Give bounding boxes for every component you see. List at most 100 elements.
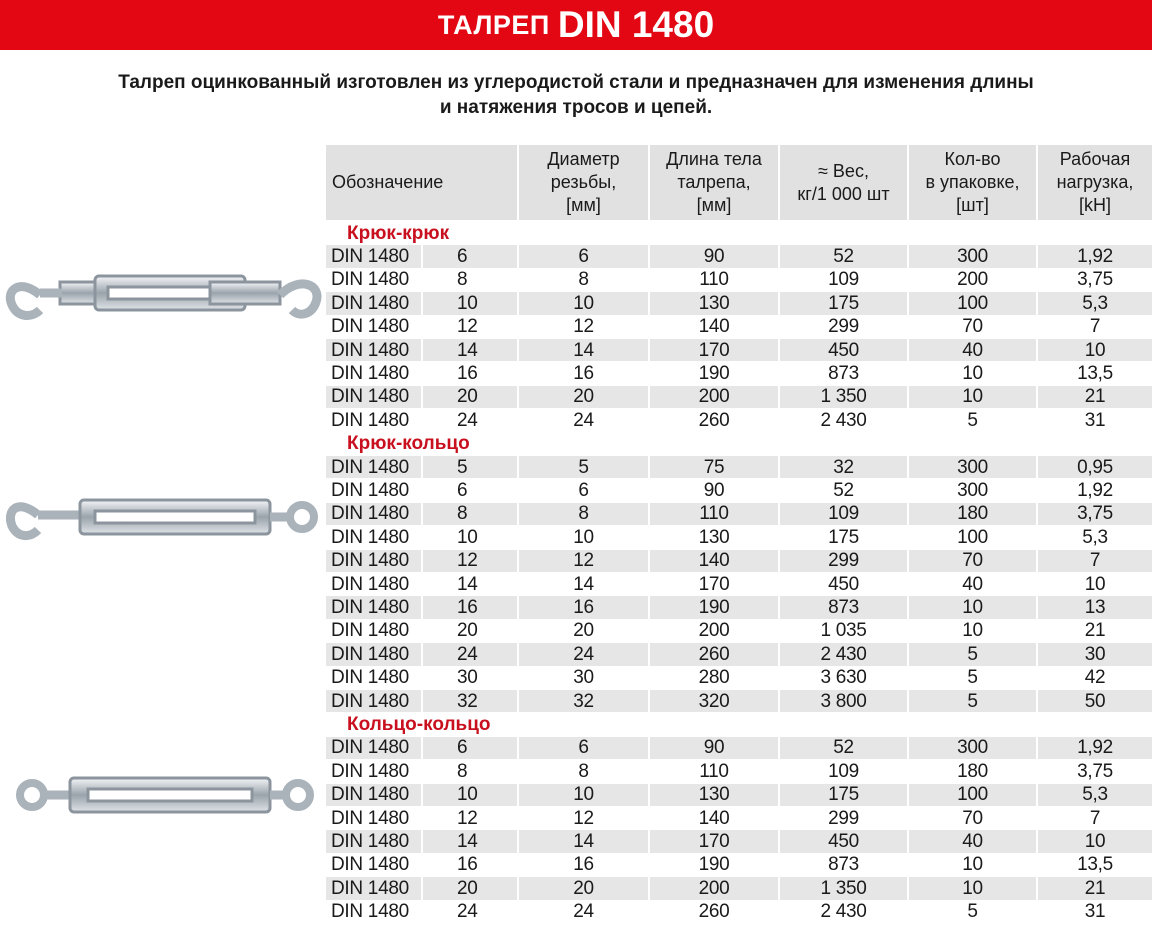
column-header: ≈ Вес, bbox=[818, 160, 869, 181]
table-cell: 50 bbox=[1084, 690, 1106, 712]
row-bg bbox=[326, 830, 421, 853]
column-header: в упаковке, bbox=[925, 172, 1020, 192]
row-bg bbox=[909, 596, 1036, 619]
table-cell: 31 bbox=[1084, 409, 1106, 431]
table-cell: 8 bbox=[457, 503, 468, 525]
table-cell: 16 bbox=[457, 854, 478, 876]
header-cell-bg bbox=[326, 145, 517, 220]
table-cell: 16 bbox=[457, 596, 478, 618]
row-bg bbox=[780, 456, 907, 479]
row-bg bbox=[780, 690, 907, 713]
table-cell: DIN 1480 bbox=[331, 830, 409, 852]
table-cell: 3,75 bbox=[1077, 760, 1113, 782]
row-bg bbox=[650, 385, 778, 409]
table-cell: 180 bbox=[957, 503, 988, 525]
table-cell: 3 630 bbox=[820, 667, 867, 689]
table-cell: DIN 1480 bbox=[331, 877, 409, 899]
row-bg bbox=[519, 690, 648, 713]
table-cell: DIN 1480 bbox=[331, 316, 409, 338]
column-header: Длина тела bbox=[666, 149, 762, 169]
column-header: талрепа, bbox=[677, 172, 751, 192]
table-cell: 280 bbox=[698, 667, 730, 689]
table-cell: 10 bbox=[1084, 339, 1106, 361]
table-cell: 7 bbox=[1089, 807, 1101, 829]
table-cell: 130 bbox=[698, 526, 730, 548]
table-cell: 75 bbox=[703, 456, 725, 478]
table-cell: 10 bbox=[457, 526, 478, 548]
table-cell: 42 bbox=[1084, 667, 1106, 689]
row-bg bbox=[423, 783, 517, 806]
row-bg bbox=[326, 245, 421, 268]
table-cell: 5 bbox=[578, 456, 589, 478]
row-bg bbox=[1038, 877, 1152, 900]
table-cell: 14 bbox=[573, 830, 594, 852]
table-cell: DIN 1480 bbox=[331, 550, 409, 572]
row-bg bbox=[909, 736, 1036, 760]
row-bg bbox=[519, 456, 648, 479]
table-cell: 190 bbox=[698, 854, 730, 876]
row-bg bbox=[326, 385, 421, 409]
row-bg bbox=[909, 339, 1036, 362]
row-bg bbox=[780, 643, 907, 666]
table-cell: 20 bbox=[573, 620, 594, 642]
table-cell: 10 bbox=[573, 526, 594, 548]
column-header: Рабочая bbox=[1059, 149, 1131, 169]
section-title: Кольцо-кольцо bbox=[347, 713, 491, 735]
table-cell: 40 bbox=[962, 339, 983, 361]
row-bg bbox=[326, 502, 421, 526]
table-cell: 70 bbox=[962, 550, 983, 572]
table-cell: 5 bbox=[967, 643, 978, 665]
table-cell: 13,5 bbox=[1077, 854, 1113, 876]
row-bg bbox=[909, 549, 1036, 572]
table-cell: 24 bbox=[573, 409, 594, 431]
header-band bbox=[0, 0, 1152, 50]
table-cell: 10 bbox=[962, 386, 983, 408]
row-bg bbox=[519, 877, 648, 900]
table-cell: 16 bbox=[457, 362, 478, 384]
table-cell: 200 bbox=[957, 269, 988, 291]
table-cell: 110 bbox=[699, 503, 729, 525]
description-line: Талреп оцинкованный изготовлен из углеро… bbox=[118, 72, 1034, 93]
table-cell: DIN 1480 bbox=[331, 596, 409, 618]
row-bg bbox=[423, 385, 517, 409]
table-cell: 7 bbox=[1089, 550, 1101, 572]
table-cell: 299 bbox=[828, 807, 859, 829]
row-bg bbox=[326, 690, 421, 713]
table-cell: 20 bbox=[573, 386, 594, 408]
row-bg bbox=[423, 596, 517, 619]
table-cell: 6 bbox=[457, 245, 468, 267]
row-bg bbox=[326, 596, 421, 619]
table-cell: DIN 1480 bbox=[331, 339, 409, 361]
column-header: нагрузка, bbox=[1056, 172, 1134, 192]
table-cell: 5,3 bbox=[1082, 526, 1108, 548]
row-bg bbox=[326, 339, 421, 362]
table-cell: 180 bbox=[957, 760, 988, 782]
table-cell: 30 bbox=[1084, 643, 1106, 665]
table-cell: 2 430 bbox=[820, 901, 867, 923]
table-cell: 5,3 bbox=[1082, 784, 1108, 806]
table-cell: 10 bbox=[1084, 830, 1106, 852]
table-cell: 8 bbox=[457, 760, 468, 782]
table-cell: 140 bbox=[698, 807, 730, 829]
table-cell: 300 bbox=[957, 245, 988, 267]
row-bg bbox=[650, 830, 778, 853]
row-bg bbox=[650, 783, 778, 806]
row-bg bbox=[423, 690, 517, 713]
row-bg bbox=[1038, 690, 1152, 713]
table-cell: 52 bbox=[833, 737, 854, 759]
table-cell: 175 bbox=[828, 526, 859, 548]
table-cell: 12 bbox=[573, 316, 594, 338]
row-bg bbox=[423, 292, 517, 315]
eye-eye-image bbox=[16, 776, 314, 814]
row-bg bbox=[780, 549, 907, 572]
row-bg bbox=[650, 690, 778, 713]
row-bg bbox=[519, 736, 648, 760]
table-cell: DIN 1480 bbox=[331, 386, 409, 408]
row-bg bbox=[519, 339, 648, 362]
table-cell: 299 bbox=[828, 550, 859, 572]
row-bg bbox=[909, 877, 1036, 900]
table-cell: 1,92 bbox=[1077, 479, 1113, 501]
row-bg bbox=[909, 690, 1036, 713]
table-cell: 10 bbox=[962, 620, 983, 642]
table-cell: 70 bbox=[962, 316, 983, 338]
